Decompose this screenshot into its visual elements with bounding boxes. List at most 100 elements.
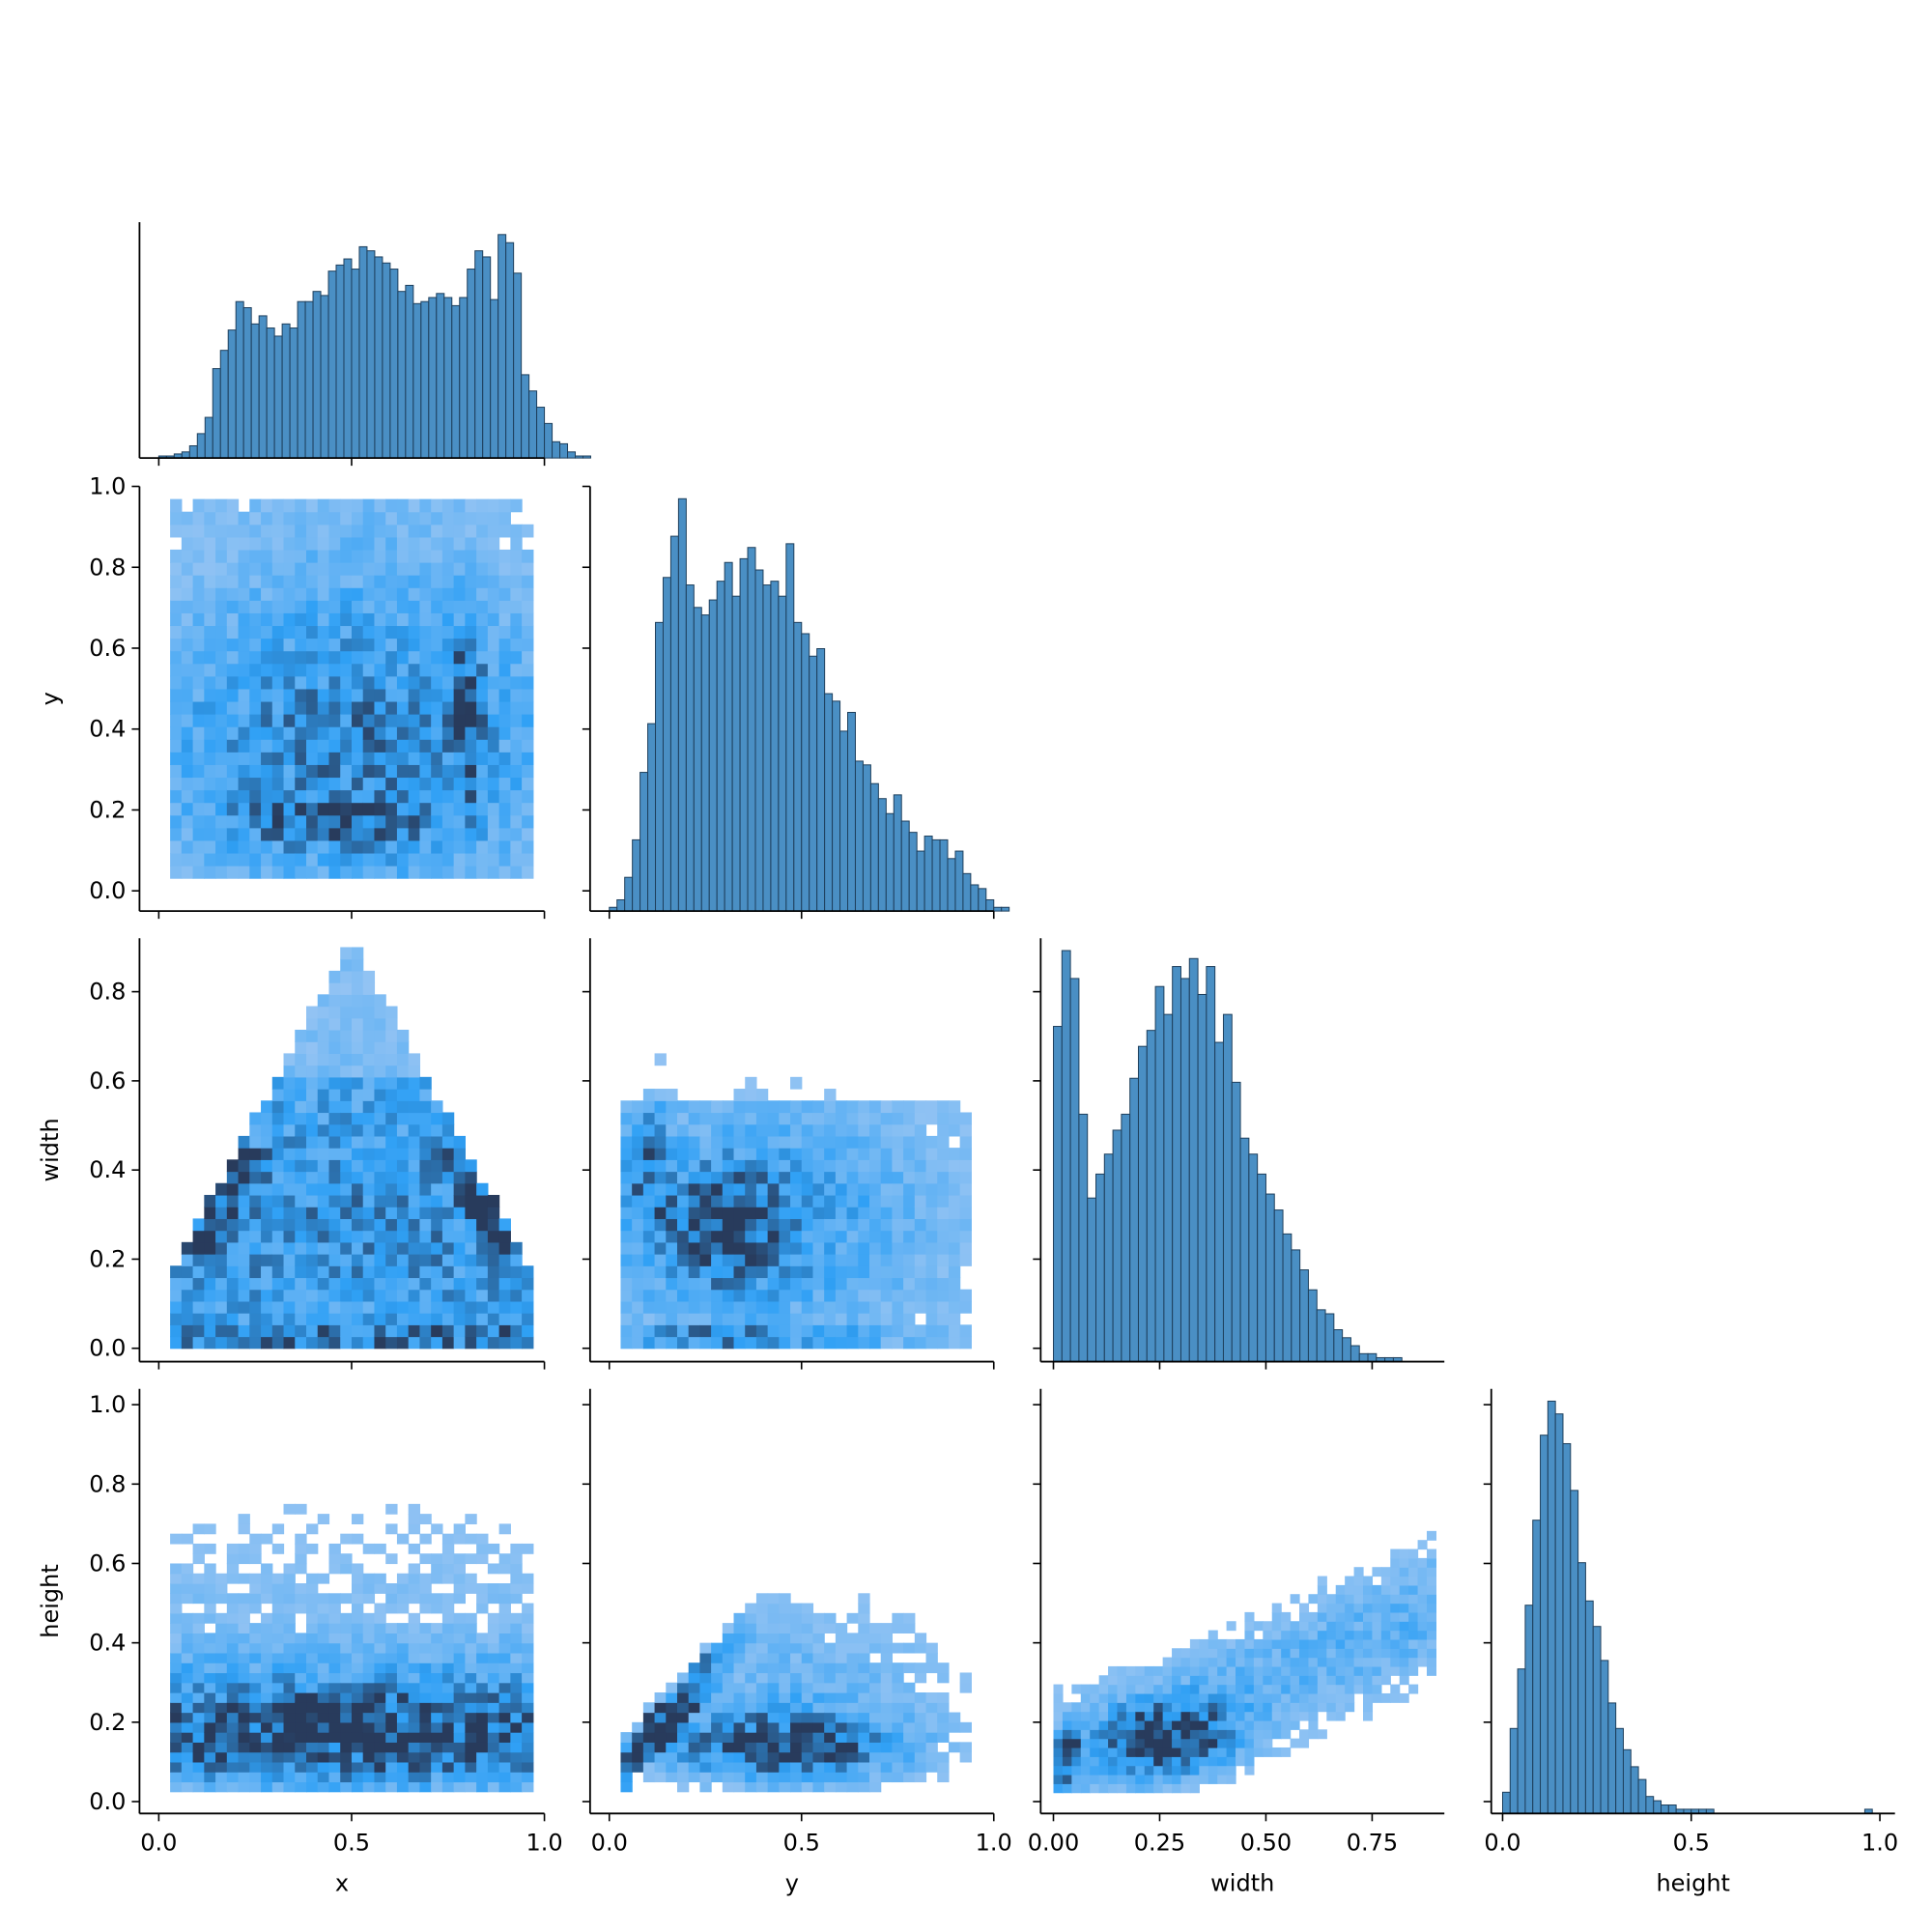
heat-cell (476, 764, 489, 779)
heat-cell (249, 675, 262, 690)
heat-cell (396, 1781, 410, 1793)
heat-cell (340, 1123, 353, 1137)
heat-cell (374, 1603, 386, 1614)
heat-cell (362, 1612, 376, 1624)
heat-cell (487, 1662, 500, 1674)
heat-cell (779, 1751, 791, 1763)
heat-cell (317, 638, 330, 652)
heat-cell (441, 1148, 455, 1160)
heat-cell (283, 498, 296, 513)
heat-cell (510, 1324, 523, 1338)
heat-cell (340, 764, 353, 779)
heat-cell (295, 675, 307, 690)
heat-cell (441, 1123, 455, 1137)
heat-cell (408, 536, 421, 551)
heat-cell (396, 1076, 410, 1090)
heat-cell (295, 726, 307, 740)
heat-cell (362, 1135, 376, 1149)
heat-cell (306, 1100, 319, 1114)
heat-cell (351, 1533, 364, 1545)
heat-cell (755, 1230, 769, 1243)
heat-cell (476, 726, 489, 740)
heat-cell (295, 1692, 307, 1703)
heat-cell (328, 726, 341, 740)
heat-cell (1299, 1665, 1310, 1676)
heat-cell (295, 1065, 307, 1078)
heat-cell (868, 1702, 882, 1714)
heat-cell (925, 1182, 938, 1196)
heat-cell (385, 1218, 398, 1232)
heat-cell (465, 1218, 477, 1232)
heat-cell (249, 524, 262, 538)
heat-cell (711, 1159, 724, 1173)
heat-cell (351, 1041, 364, 1054)
heat-cell (317, 1712, 330, 1723)
heat-cell (408, 866, 421, 879)
heat-cell (722, 1692, 735, 1703)
heat-cell (170, 1336, 183, 1350)
heat-cell (271, 1159, 285, 1173)
heat-cell (1299, 1657, 1310, 1667)
heat-cell (654, 1721, 667, 1733)
heat-cell (396, 1633, 410, 1644)
heat-cell (317, 1721, 330, 1733)
heat-cell (306, 612, 319, 627)
heat-cell (858, 1171, 870, 1184)
heat-cell (948, 1742, 961, 1753)
heat-cell (374, 1017, 386, 1031)
heat-cell (858, 1159, 870, 1173)
heat-cell (914, 1721, 927, 1733)
heat-cell (340, 994, 353, 1008)
heat-cell (374, 1623, 386, 1634)
heat-cell (362, 1682, 376, 1693)
heat-cell (238, 814, 250, 829)
heat-cell (306, 802, 319, 816)
hist-bar (1540, 1435, 1548, 1814)
hist-bar (1517, 1668, 1526, 1814)
heat-cell (868, 1289, 882, 1302)
heat-cell (914, 1123, 927, 1137)
heat-cell (396, 814, 410, 829)
heat-cell (419, 1583, 432, 1594)
heat-cell (925, 1761, 938, 1773)
heat-cell (441, 1207, 455, 1219)
heat-cell (498, 1324, 511, 1338)
heat-cell (1380, 1594, 1391, 1605)
heat-cell (226, 1732, 240, 1743)
heat-cell (880, 1254, 894, 1266)
heat-cell (858, 1100, 870, 1114)
heat-cell (846, 1672, 859, 1684)
heat-cell (261, 1772, 273, 1783)
heat-cell (801, 1254, 814, 1266)
heat-cell (779, 1277, 791, 1291)
heat-cell (261, 1135, 273, 1149)
heat-cell (1308, 1665, 1319, 1676)
heat-cell (654, 1712, 667, 1723)
heat-cell (328, 1029, 341, 1042)
heat-cell (453, 764, 466, 779)
heat-cell (249, 1692, 262, 1703)
heat-cell (385, 1593, 398, 1605)
heat-cell (688, 1123, 701, 1137)
heat-cell (317, 612, 330, 627)
heat-cell (937, 1100, 950, 1114)
heat-cell (362, 625, 376, 639)
heat-cell (1199, 1711, 1209, 1721)
heatmap-x-vs-width (170, 947, 534, 1350)
heat-cell (937, 1702, 950, 1714)
heat-cell (441, 827, 455, 841)
heat-cell (1408, 1648, 1419, 1659)
heat-cell (699, 1182, 712, 1196)
heat-cell (431, 1573, 443, 1584)
heat-cell (733, 1761, 746, 1773)
heat-cell (170, 688, 183, 702)
heat-cell (880, 1148, 894, 1160)
heat-cell (1299, 1603, 1310, 1613)
heat-cell (351, 1300, 364, 1314)
heat-cell (340, 625, 353, 639)
heat-cell (1353, 1576, 1364, 1586)
heat-cell (925, 1336, 938, 1350)
heat-cell (374, 688, 386, 702)
heat-cell (419, 1692, 432, 1703)
heat-cell (1135, 1665, 1146, 1676)
